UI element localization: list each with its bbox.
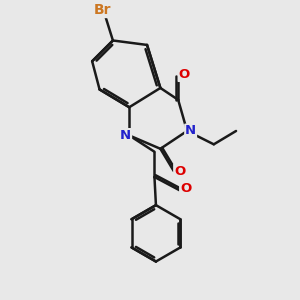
Text: O: O [180,182,191,195]
Text: N: N [185,124,196,137]
Text: O: O [174,164,185,178]
Text: O: O [178,68,190,81]
Text: N: N [120,129,131,142]
Text: Br: Br [94,3,111,17]
